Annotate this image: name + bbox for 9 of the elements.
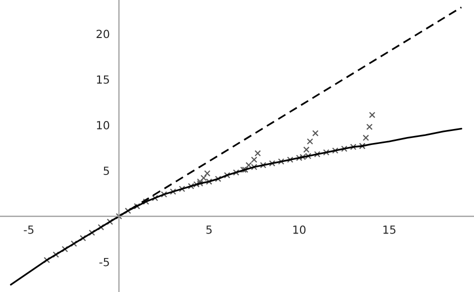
x-tick-label: 10 bbox=[293, 225, 306, 234]
x-tick-label: -5 bbox=[24, 226, 34, 234]
y-tick-label: 20 bbox=[96, 30, 110, 38]
x-tick-label: 15 bbox=[383, 226, 396, 234]
y-tick-label: -5 bbox=[99, 258, 109, 266]
y-tick-label: 15 bbox=[97, 76, 109, 84]
x-tick-label: 5 bbox=[206, 226, 212, 234]
y-tick-label: 5 bbox=[104, 166, 109, 176]
y-tick-label: 10 bbox=[97, 120, 110, 130]
